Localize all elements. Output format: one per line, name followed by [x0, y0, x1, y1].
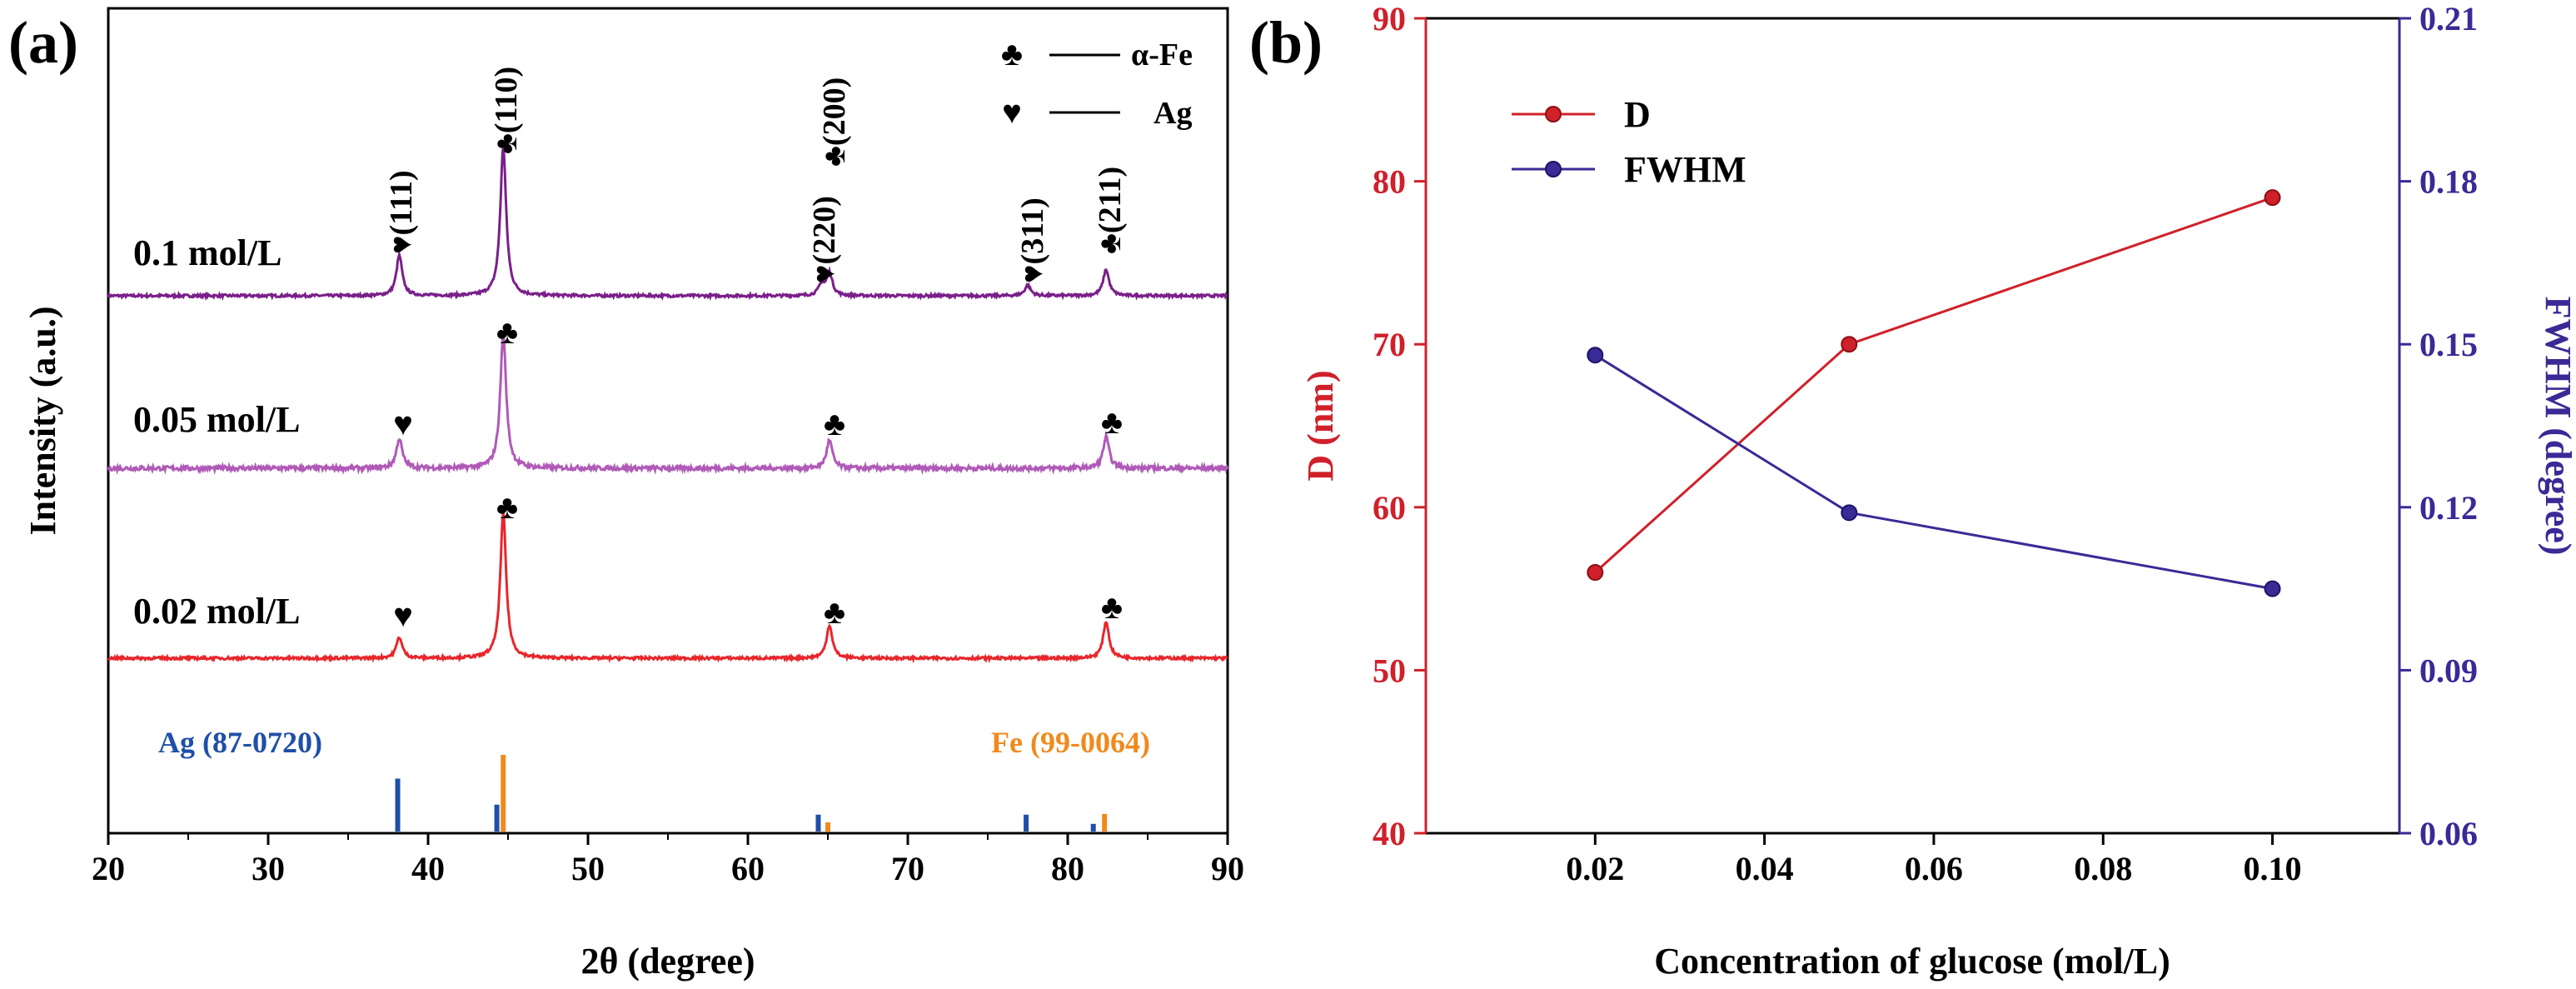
xrd-curve-0.05-mol/L [107, 332, 1229, 476]
legend-fwhm-label: FWHM [1624, 149, 1746, 190]
b-left-tick-label: 90 [1373, 0, 1406, 37]
club-marker-0.05-200: ♣ [824, 405, 845, 442]
ref-label-fe: Fe (99-0064) [991, 726, 1150, 759]
heart-marker-0.05: ♥ [393, 405, 413, 442]
b-x-tick-label: 0.06 [1905, 850, 1963, 887]
data-point-d [1841, 336, 1858, 353]
panel-a-x-axis-title: 2θ (degree) [580, 941, 755, 982]
annotation-ag-220: ♥(220) [807, 196, 842, 283]
x-tick-label-20: 20 [92, 850, 125, 887]
annotation-ag-311: ♥(311) [1015, 197, 1050, 283]
annotation-fe-200: ♣(200) [817, 77, 852, 167]
panel-a-label: (a) [8, 9, 78, 76]
panel-b-series [1587, 189, 2281, 597]
legend-fe-label: α-Fe [1131, 37, 1193, 72]
panel-a-y-axis-title: Intensity (a.u.) [22, 306, 63, 535]
club-marker-0.02-200: ♣ [824, 593, 845, 631]
b-left-tick-label: 70 [1373, 326, 1406, 363]
x-tick-label-30: 30 [252, 850, 285, 887]
data-point-d [2264, 189, 2281, 207]
b-left-tick-label: 40 [1373, 815, 1406, 852]
data-point-fwhm [2264, 580, 2281, 597]
xrd-curve-0.02-mol/L [107, 512, 1228, 664]
annotation-ag-111: ♥(111) [384, 170, 419, 254]
sample-label-0.1: 0.1 mol/L [133, 232, 282, 273]
b-x-tick-label: 0.08 [2074, 850, 2132, 887]
b-left-tick-label: 60 [1373, 489, 1406, 527]
x-tick-label-50: 50 [571, 850, 605, 887]
panel-b-label: (b) [1249, 9, 1323, 76]
panel-a-curves [107, 147, 1229, 664]
panel-b-ticks: 0.02 0.04 0.06 0.08 0.10 40 50 60 70 80 90 0.06 0.09… [1373, 0, 2478, 887]
b-right-tick-label: 0.09 [2419, 652, 2478, 689]
series-line-fwhm [1594, 353, 2273, 591]
club-marker-0.02-211: ♣ [1101, 588, 1123, 626]
panel-b-right-axis-title: FWHM (degree) [2538, 297, 2576, 556]
b-x-tick-label: 0.04 [1736, 850, 1794, 887]
panel-b-x-axis-title: Concentration of glucose (mol/L) [1654, 941, 2170, 982]
data-point-fwhm [1587, 347, 1604, 364]
heart-marker-0.02: ♥ [393, 597, 413, 634]
xrd-curve-0.1-mol/L [107, 147, 1228, 302]
ref-label-ag: Ag (87-0720) [158, 726, 322, 759]
panel-b-plot-frame [1424, 17, 2401, 835]
legend-heart-symbol: ♥ [1002, 93, 1022, 131]
panel-a-x-ticks: 20 30 40 50 60 70 80 90 [92, 833, 1244, 887]
annotation-fe-211: ♣(211) [1093, 167, 1128, 254]
legend-fwhm-marker [1545, 161, 1562, 177]
x-tick-label-70: 70 [891, 850, 924, 887]
panel-b: (b) 0.02 0.04 0.06 0.08 0.10 40 50 60 70 80 90 0.06… [1249, 0, 2576, 982]
x-tick-label-40: 40 [411, 850, 445, 887]
x-tick-label-80: 80 [1051, 850, 1084, 887]
b-right-tick-label: 0.12 [2419, 489, 2478, 527]
b-left-tick-label: 80 [1373, 163, 1406, 201]
sample-label-0.05: 0.05 mol/L [133, 399, 300, 440]
club-marker-0.05-110: ♣ [496, 313, 518, 351]
legend-ag-label: Ag [1153, 96, 1192, 131]
b-right-tick-label: 0.06 [2419, 815, 2478, 852]
panel-a-reference-lines [395, 755, 1108, 832]
b-left-tick-label: 50 [1373, 652, 1406, 689]
legend-d-marker [1545, 106, 1562, 122]
b-right-tick-label: 0.15 [2419, 326, 2478, 363]
x-tick-label-60: 60 [731, 850, 765, 887]
data-point-fwhm [1841, 504, 1858, 522]
data-point-d [1587, 564, 1604, 582]
club-marker-0.05-211: ♣ [1101, 403, 1123, 441]
annotation-fe-110: ♣(110) [489, 67, 524, 154]
b-x-tick-label: 0.10 [2244, 850, 2302, 887]
club-marker-0.02-110: ♣ [496, 488, 518, 526]
x-tick-label-90: 90 [1211, 850, 1244, 887]
legend-d-label: D [1624, 94, 1651, 135]
b-right-tick-label: 0.21 [2419, 0, 2478, 37]
b-x-tick-label: 0.02 [1566, 850, 1624, 887]
legend-club-symbol: ♣ [1001, 35, 1023, 72]
b-right-tick-label: 0.18 [2419, 163, 2478, 201]
series-line-d [1594, 196, 2273, 574]
sample-label-0.02: 0.02 mol/L [133, 591, 300, 632]
panel-b-left-axis-title: D (nm) [1300, 370, 1341, 481]
panel-a: (a) 20 30 40 50 60 70 80 90 ♣ α-Fe ♥ Ag 0.1 mol… [8, 7, 1244, 982]
